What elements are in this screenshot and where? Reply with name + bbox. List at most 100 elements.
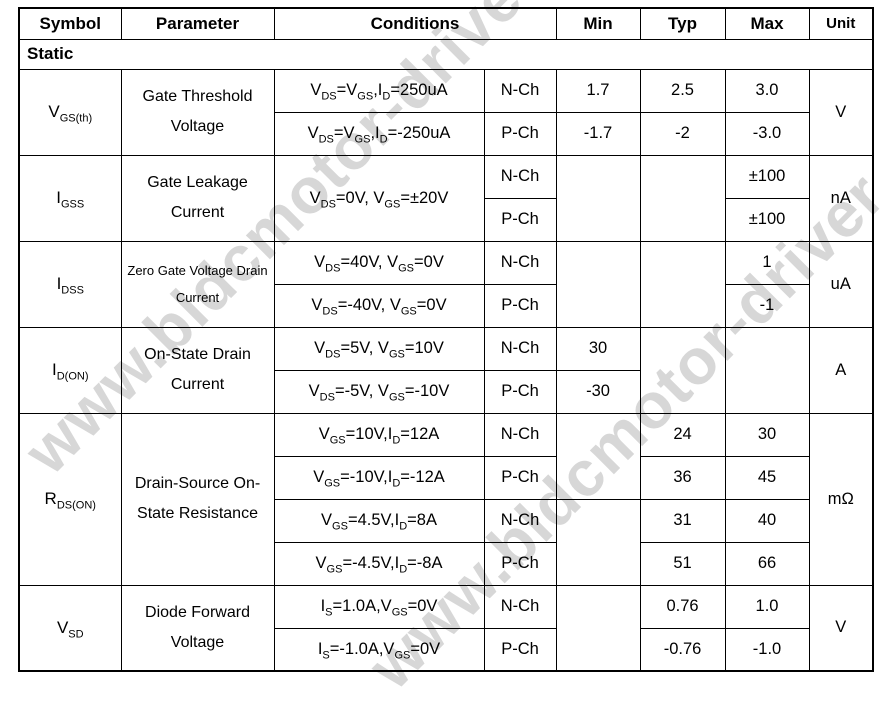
unit-cell: uA	[808, 240, 874, 328]
condition-cell: IS=1.0A,VGS=0V	[273, 584, 485, 629]
header-parameter: Parameter	[120, 7, 275, 40]
max-cell: 1	[724, 240, 810, 285]
typ-cell: 31	[639, 498, 726, 543]
table-row: VDS=-5V, VGS=-10V P-Ch -30	[19, 369, 873, 414]
max-cell: 40	[724, 498, 810, 543]
header-typ: Typ	[639, 7, 726, 40]
header-conditions: Conditions	[273, 7, 557, 40]
min-cell: 30	[555, 326, 641, 371]
min-cell-empty	[555, 412, 641, 500]
max-cell: -3.0	[724, 111, 810, 156]
symbol-cell: ID(ON)	[18, 326, 122, 414]
typ-cell-empty	[639, 240, 726, 328]
condition-cell: VGS=4.5V,ID=8A	[273, 498, 485, 543]
channel-cell: N-Ch	[483, 154, 557, 199]
symbol-cell: IGSS	[18, 154, 122, 242]
max-cell: ±100	[724, 197, 810, 242]
max-cell: ±100	[724, 154, 810, 199]
typ-cell: 51	[639, 541, 726, 586]
table-row: IGSS Gate Leakage Current VDS=0V, VGS=±2…	[18, 154, 874, 242]
typ-cell: 36	[639, 455, 726, 500]
section-title-row: Static	[18, 38, 874, 70]
max-cell: 45	[724, 455, 810, 500]
electrical-characteristics-table: Symbol Parameter Conditions Min Typ Max …	[18, 7, 875, 672]
parameter-cell: On-State Drain Current	[120, 326, 275, 414]
parameter-cell: Gate Threshold Voltage	[120, 68, 275, 156]
channel-cell: P-Ch	[483, 111, 557, 156]
channel-cell: P-Ch	[483, 369, 557, 414]
table-row: IS=-1.0A,VGS=0V P-Ch -0.76 -1.0	[19, 627, 873, 672]
parameter-cell: Drain-Source On-State Resistance	[120, 412, 275, 586]
condition-cell: VDS=-40V, VGS=0V	[273, 283, 485, 328]
channel-cell: N-Ch	[483, 326, 557, 371]
table-row: RDS(ON) Drain-Source On-State Resistance…	[18, 412, 874, 586]
unit-cell: A	[808, 326, 874, 414]
symbol-cell: VGS(th)	[18, 68, 122, 156]
channel-cell: N-Ch	[483, 240, 557, 285]
min-cell: 1.7	[555, 68, 641, 113]
symbol-cell: VSD	[18, 584, 122, 672]
parameter-cell: Zero Gate Voltage Drain Current	[120, 240, 275, 328]
unit-cell: nA	[808, 154, 874, 242]
max-cell: -1	[724, 283, 810, 328]
header-symbol: Symbol	[18, 7, 122, 40]
typ-cell-empty	[639, 154, 726, 242]
typ-cell: -0.76	[639, 627, 726, 672]
typ-cell: -2	[639, 111, 726, 156]
condition-cell: VDS=0V, VGS=±20V	[273, 154, 485, 242]
min-cell-empty	[555, 154, 641, 242]
max-cell: 66	[724, 541, 810, 586]
symbol-cell: IDSS	[18, 240, 122, 328]
condition-cell: VDS=VGS,ID=250uA	[273, 68, 485, 113]
parameter-cell: Gate Leakage Current	[120, 154, 275, 242]
condition-cell: VDS=-5V, VGS=-10V	[273, 369, 485, 414]
channel-cell: N-Ch	[483, 412, 557, 457]
table-row: P-Ch ±100	[19, 197, 873, 242]
header-min: Min	[555, 7, 641, 40]
section-title-static: Static	[18, 38, 874, 70]
condition-cell: VGS=-10V,ID=-12A	[273, 455, 485, 500]
max-cell-empty	[724, 326, 810, 414]
channel-cell: P-Ch	[483, 197, 557, 242]
typ-cell: 24	[639, 412, 726, 457]
channel-cell: P-Ch	[483, 541, 557, 586]
channel-cell: N-Ch	[483, 584, 557, 629]
header-max: Max	[724, 7, 810, 40]
header-unit: Unit	[808, 7, 874, 40]
table-row: ID(ON) On-State Drain Current VDS=5V, VG…	[18, 326, 874, 414]
table-row: VSD Diode Forward Voltage IS=1.0A,VGS=0V…	[18, 584, 874, 672]
min-cell: -30	[555, 369, 641, 414]
max-cell: 3.0	[724, 68, 810, 113]
table-row: VGS=-4.5V,ID=-8A P-Ch 51 66	[19, 541, 873, 586]
parameter-cell: Diode Forward Voltage	[120, 584, 275, 672]
table-row: VDS=-40V, VGS=0V P-Ch -1	[19, 283, 873, 328]
max-cell: 1.0	[724, 584, 810, 629]
condition-cell: VDS=5V, VGS=10V	[273, 326, 485, 371]
table-header-row: Symbol Parameter Conditions Min Typ Max …	[18, 7, 874, 40]
channel-cell: N-Ch	[483, 498, 557, 543]
typ-cell: 2.5	[639, 68, 726, 113]
channel-cell: P-Ch	[483, 283, 557, 328]
condition-cell: IS=-1.0A,VGS=0V	[273, 627, 485, 672]
min-cell-empty	[555, 584, 641, 672]
channel-cell: N-Ch	[483, 68, 557, 113]
table-row: VGS=4.5V,ID=8A N-Ch 31 40	[19, 498, 873, 586]
typ-cell-empty	[639, 326, 726, 414]
typ-cell: 0.76	[639, 584, 726, 629]
table-row: VGS(th) Gate Threshold Voltage VDS=VGS,I…	[18, 68, 874, 156]
min-cell: -1.7	[555, 111, 641, 156]
channel-cell: P-Ch	[483, 627, 557, 672]
min-cell-empty	[555, 498, 641, 586]
max-cell: 30	[724, 412, 810, 457]
table-row: VDS=VGS,ID=-250uA P-Ch -1.7 -2 -3.0	[19, 111, 873, 156]
unit-cell: mΩ	[808, 412, 874, 586]
channel-cell: P-Ch	[483, 455, 557, 500]
unit-cell: V	[808, 68, 874, 156]
condition-cell: VGS=-4.5V,ID=-8A	[273, 541, 485, 586]
condition-cell: VGS=10V,ID=12A	[273, 412, 485, 457]
condition-cell: VDS=VGS,ID=-250uA	[273, 111, 485, 156]
condition-cell: VDS=40V, VGS=0V	[273, 240, 485, 285]
table-row: IDSS Zero Gate Voltage Drain Current VDS…	[18, 240, 874, 328]
max-cell: -1.0	[724, 627, 810, 672]
unit-cell: V	[808, 584, 874, 672]
